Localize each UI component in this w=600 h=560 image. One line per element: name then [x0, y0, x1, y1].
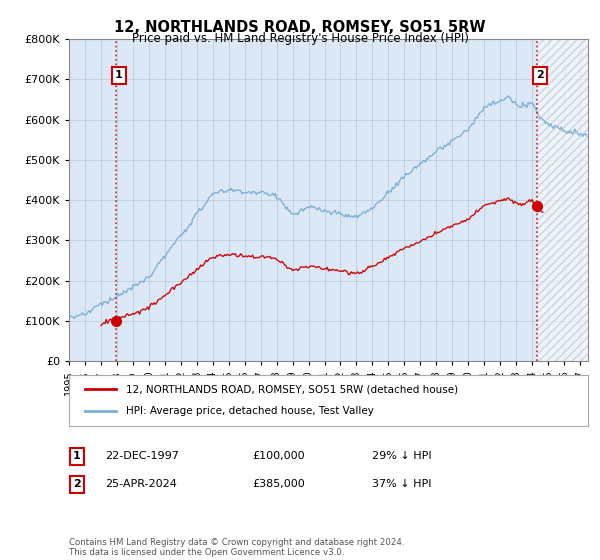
Bar	[537, 39, 588, 361]
Text: £385,000: £385,000	[252, 479, 305, 489]
Text: Contains HM Land Registry data © Crown copyright and database right 2024.
This d: Contains HM Land Registry data © Crown c…	[69, 538, 404, 557]
Text: 29% ↓ HPI: 29% ↓ HPI	[372, 451, 431, 461]
Text: Price paid vs. HM Land Registry's House Price Index (HPI): Price paid vs. HM Land Registry's House …	[131, 32, 469, 45]
Text: 2: 2	[536, 71, 544, 81]
Text: 12, NORTHLANDS ROAD, ROMSEY, SO51 5RW: 12, NORTHLANDS ROAD, ROMSEY, SO51 5RW	[114, 20, 486, 35]
Text: 12, NORTHLANDS ROAD, ROMSEY, SO51 5RW (detached house): 12, NORTHLANDS ROAD, ROMSEY, SO51 5RW (d…	[126, 384, 458, 394]
Text: 1: 1	[73, 451, 80, 461]
Text: HPI: Average price, detached house, Test Valley: HPI: Average price, detached house, Test…	[126, 407, 374, 417]
Text: 22-DEC-1997: 22-DEC-1997	[105, 451, 179, 461]
Text: 37% ↓ HPI: 37% ↓ HPI	[372, 479, 431, 489]
Text: £100,000: £100,000	[252, 451, 305, 461]
Text: 2: 2	[73, 479, 80, 489]
Text: 25-APR-2024: 25-APR-2024	[105, 479, 177, 489]
Text: 1: 1	[115, 71, 122, 81]
